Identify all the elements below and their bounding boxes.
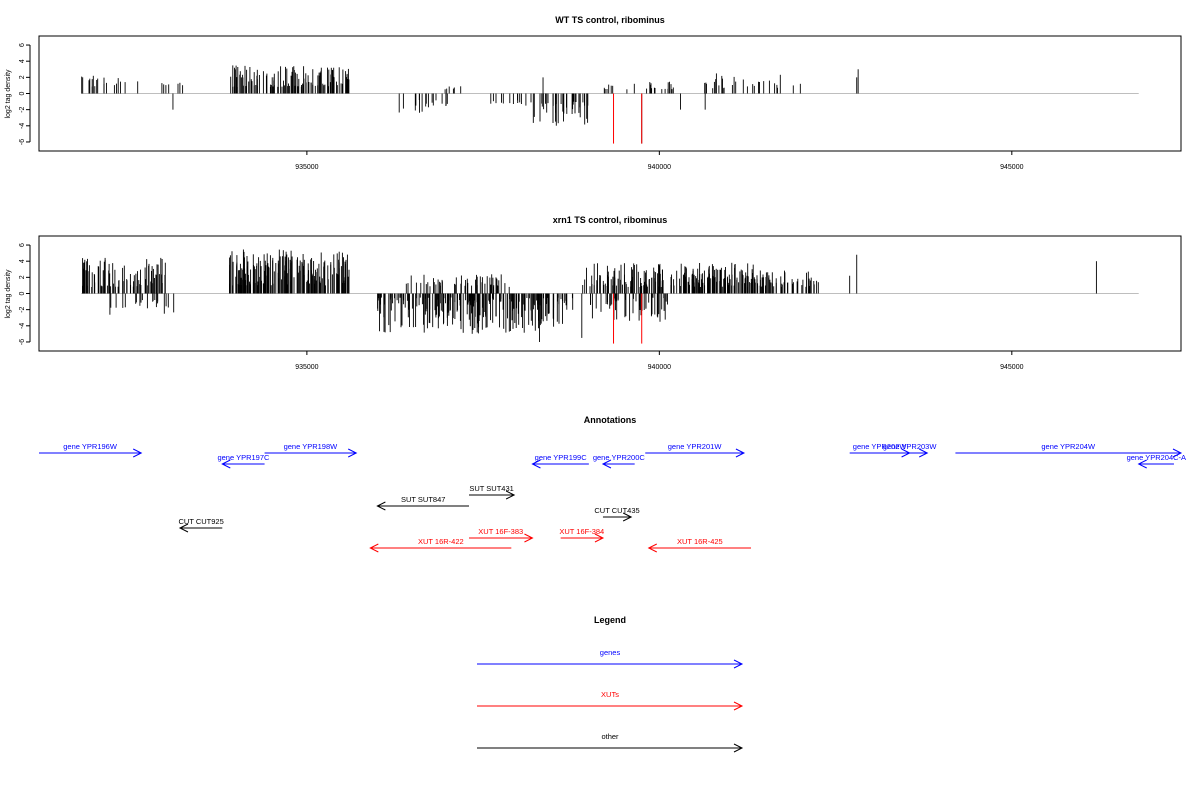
legend-xuts-label: XUTs [601,690,619,699]
annotation-label: XUT 16F-383 [478,527,523,536]
annotation-arrow [264,448,358,458]
annotation-label: CUT CUT925 [178,517,223,526]
annotation-arrow [531,459,589,469]
annotation-arrow [178,523,223,533]
xrn1-x-tick-label: 945000 [1000,364,1023,371]
xrn1-x-axis: 935000 940000 945000 [295,350,1024,371]
annotation-label: gene YPR202W [853,442,908,451]
annotation-label: gene YPR204C-A [1127,453,1186,462]
legend-title: Legend [594,615,626,625]
annotation-arrow [39,448,143,458]
annotation-label: gene YPR197C [217,453,270,462]
wt-panel-title: WT TS control, ribominus [555,15,665,25]
annotation-arrow [221,459,265,469]
wt-x-tick-label: 940000 [648,164,671,171]
annotation-arrow [955,448,1183,458]
wt-y-tick-label: 2 [19,75,26,79]
legend-other-label: other [601,732,619,741]
annotation-arrow [601,459,635,469]
xrn1-y-tick-label: 4 [19,259,26,263]
legend-genes-arrow [477,659,744,669]
legend-genes-label: genes [600,648,621,657]
wt-y-tick-label: 0 [19,91,26,95]
annotation-label: CUT CUT435 [594,506,639,515]
annotation-label: gene YPR200C [593,453,646,462]
wt-y-axis-label: log2 tag density [5,69,12,119]
annotation-arrow [376,501,470,511]
annotation-arrow [469,490,516,500]
annotation-label: gene YPR203W [883,442,938,451]
legend: genes XUTs other [477,648,744,753]
xrn1-y-tick-label: -2 [19,306,26,312]
annotation-label: gene YPR198W [284,442,339,451]
annotation-arrow [602,512,633,522]
annotation-label: XUT 16R-422 [418,537,464,546]
legend-xuts-arrow [477,701,744,711]
annotation-label: SUT SUT431 [469,484,513,493]
annotation-arrow [560,533,605,543]
xrn1-y-tick-label: 6 [19,243,26,247]
annotation-arrow [891,448,929,458]
annotation-arrow [469,533,534,543]
wt-y-tick-label: 4 [19,59,26,63]
xrn1-y-axis-label: log2 tag density [5,269,12,319]
wt-y-tick-label: -6 [19,139,26,145]
wt-y-tick-label: -4 [19,123,26,129]
annotation-label: XUT 16R-425 [677,537,723,546]
xrn1-y-tick-label: -4 [19,323,26,329]
annotation-arrow [645,448,746,458]
xrn1-y-tick-label: 2 [19,275,26,279]
annotation-tracks: gene YPR196W gene YPR197C gene YPR198W gene… [39,442,1186,553]
wt-y-tick-label: 6 [19,43,26,47]
annotation-label: SUT SUT847 [401,495,445,504]
xrn1-x-tick-label: 935000 [295,364,318,371]
annotation-label: XUT 16F-384 [559,527,604,536]
wt-x-tick-label: 945000 [1000,164,1023,171]
annotations-title: Annotations [584,415,637,425]
annotation-arrow [647,543,751,553]
annotation-arrow [369,543,512,553]
xrn1-density-panel: xrn1 TS control, ribominus -6 -4 -2 0 2 4 6 93… [5,215,1182,371]
annotation-label: gene YPR199C [535,453,588,462]
wt-bars [81,65,859,144]
wt-x-tick-label: 935000 [295,164,318,171]
wt-density-panel: WT TS control, ribominus -6 -4 -2 0 2 4 6 9350… [5,15,1182,171]
wt-y-tick-label: -2 [19,106,26,112]
xrn1-bars [82,249,1097,344]
annotation-label: gene YPR204W [1041,442,1096,451]
annotation-label: gene YPR196W [63,442,118,451]
annotation-label: gene YPR201W [668,442,723,451]
legend-other-arrow [477,743,744,753]
wt-y-axis: -6 -4 -2 0 2 4 6 [19,43,31,145]
wt-x-axis: 935000 940000 945000 [295,150,1024,171]
xrn1-y-axis: -6 -4 -2 0 2 4 6 [19,243,31,345]
xrn1-panel-title: xrn1 TS control, ribominus [553,215,668,225]
annotation-arrow [1137,459,1174,469]
xrn1-y-tick-label: -6 [19,339,26,345]
xrn1-x-tick-label: 940000 [648,364,671,371]
xrn1-y-tick-label: 0 [19,291,26,295]
